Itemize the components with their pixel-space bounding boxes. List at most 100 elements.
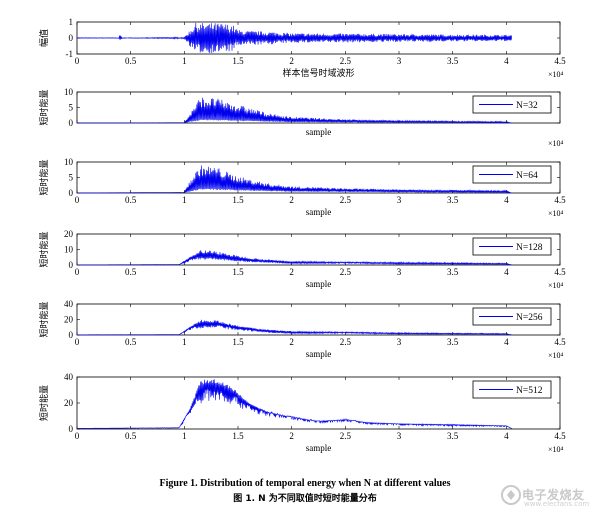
y-tick-label: 5 [69,103,74,113]
y-tick-label: 10 [64,87,74,97]
y-tick-label: 40 [64,372,74,382]
y-axis-label: 幅值 [38,29,50,47]
x-exponent-label: ×10⁴ [548,445,564,454]
y-axis-label: 短时能量 [38,385,50,421]
y-tick-label: 0 [69,260,74,270]
x-tick-label: 0 [75,337,80,347]
x-axis-label: sample [306,349,332,359]
x-axis-label: sample [306,443,332,453]
x-tick-label: 2 [289,267,294,277]
x-tick-label: 1 [182,431,187,441]
y-tick-label: 0 [69,118,74,128]
x-tick-label: 1 [182,56,187,66]
legend-label: N=512 [516,386,543,396]
series-energy-n32 [76,97,512,124]
x-tick-label: 0 [75,431,80,441]
subplot-energy-n256: 0 0.5 1 1.5 2 2.5 3 3.5 4 4.5 ×10⁴ 40 20 0 短时能量 sample N… [38,299,566,360]
watermark-logo: 电子发烧友 www.elecfans.com [500,484,606,510]
x-tick-label: 0 [75,267,80,277]
watermark-url: www.elecfans.com [524,500,590,508]
y-tick-label: -1 [66,49,74,59]
x-exponent-label: ×10⁴ [548,70,564,79]
x-tick-label: 4.5 [554,195,566,205]
subplot-energy-n32: ×10⁴ 10 5 0 短时能量 sample N=32 [38,87,564,148]
caption-chinese: 图 1. N 为不同取值时短时能量分布 [233,494,377,504]
x-axis-label: sample [306,279,332,289]
legend: N=128 [472,237,552,256]
x-tick-label: 3 [397,267,402,277]
y-tick-label: 20 [64,229,74,239]
x-tick-label: 4 [504,56,509,66]
x-tick-label: 4.5 [554,431,566,441]
signal-line [76,165,512,194]
series-energy-n128 [76,250,512,266]
y-tick-label: 0 [69,330,74,340]
subplot-energy-n64: 0 0.5 1 1.5 2 2.5 3 3.5 4 4.5 ×10⁴ 10 5 0 短时能量 sample N=… [38,157,566,218]
x-tick-label: 2 [289,195,294,205]
y-axis-label: 短时能量 [38,231,50,267]
x-tick-label: 1.5 [232,56,244,66]
legend: N=32 [472,95,552,114]
x-tick-label: 4 [504,431,509,441]
x-exponent-label: ×10⁴ [548,281,564,290]
watermark-text: 电子发烧友 [522,488,585,502]
x-tick-label: 1.5 [232,195,244,205]
x-tick-label: 4.5 [554,56,566,66]
x-tick-label: 3 [397,337,402,347]
caption-english: Figure 1. Distribution of temporal energ… [159,478,451,489]
y-tick-label: 10 [64,157,74,167]
signal-line [77,319,512,336]
x-axis-label: 样本信号时域波形 [282,67,354,79]
x-tick-label: 1.5 [232,431,244,441]
y-tick-label: 0 [69,188,74,198]
x-tick-label: 3 [397,56,402,66]
signal-line [76,97,512,124]
x-tick-label: 0.5 [125,431,137,441]
x-tick-label: 2.5 [340,267,352,277]
x-exponent-label: ×10⁴ [548,351,564,360]
series-energy-n64 [76,165,512,194]
x-tick-label: 1.5 [232,337,244,347]
x-tick-label: 3.5 [447,431,459,441]
legend-label: N=32 [516,101,538,111]
x-tick-label: 2.5 [340,195,352,205]
x-tick-label: 3.5 [447,267,459,277]
x-tick-label: 3.5 [447,337,459,347]
signal-line [76,250,512,266]
x-tick-label: 1.5 [232,267,244,277]
legend-label: N=64 [516,171,538,181]
x-tick-label: 4.5 [554,267,566,277]
x-tick-label: 3.5 [447,56,459,66]
x-tick-label: 2.5 [340,56,352,66]
x-tick-label: 0.5 [125,56,137,66]
legend-label: N=128 [516,243,543,253]
x-exponent-label: ×10⁴ [548,209,564,218]
y-tick-label: 5 [69,173,74,183]
x-tick-label: 4 [504,337,509,347]
x-tick-label: 0.5 [125,267,137,277]
series-energy-n256 [77,319,512,336]
y-tick-label: 1 [69,17,74,27]
y-tick-label: 0 [69,424,74,434]
series-waveform [76,22,512,54]
legend: N=64 [472,165,552,184]
x-axis-label: sample [306,207,332,217]
signal-line [76,22,512,54]
x-tick-label: 2 [289,431,294,441]
y-tick-label: 10 [64,245,74,255]
x-tick-label: 4.5 [554,337,566,347]
x-tick-label: 3.5 [447,195,459,205]
x-tick-label: 4 [504,267,509,277]
x-tick-label: 3 [397,195,402,205]
x-tick-label: 1 [182,195,187,205]
legend-label: N=256 [516,313,543,323]
legend: N=512 [472,380,552,399]
x-tick-label: 2 [289,337,294,347]
x-tick-label: 0 [75,56,80,66]
y-tick-label: 0 [69,33,74,43]
x-tick-label: 2.5 [340,431,352,441]
y-axis-label: 短时能量 [38,301,50,337]
watermark-icon [501,485,521,505]
y-axis-label: 短时能量 [38,89,50,125]
